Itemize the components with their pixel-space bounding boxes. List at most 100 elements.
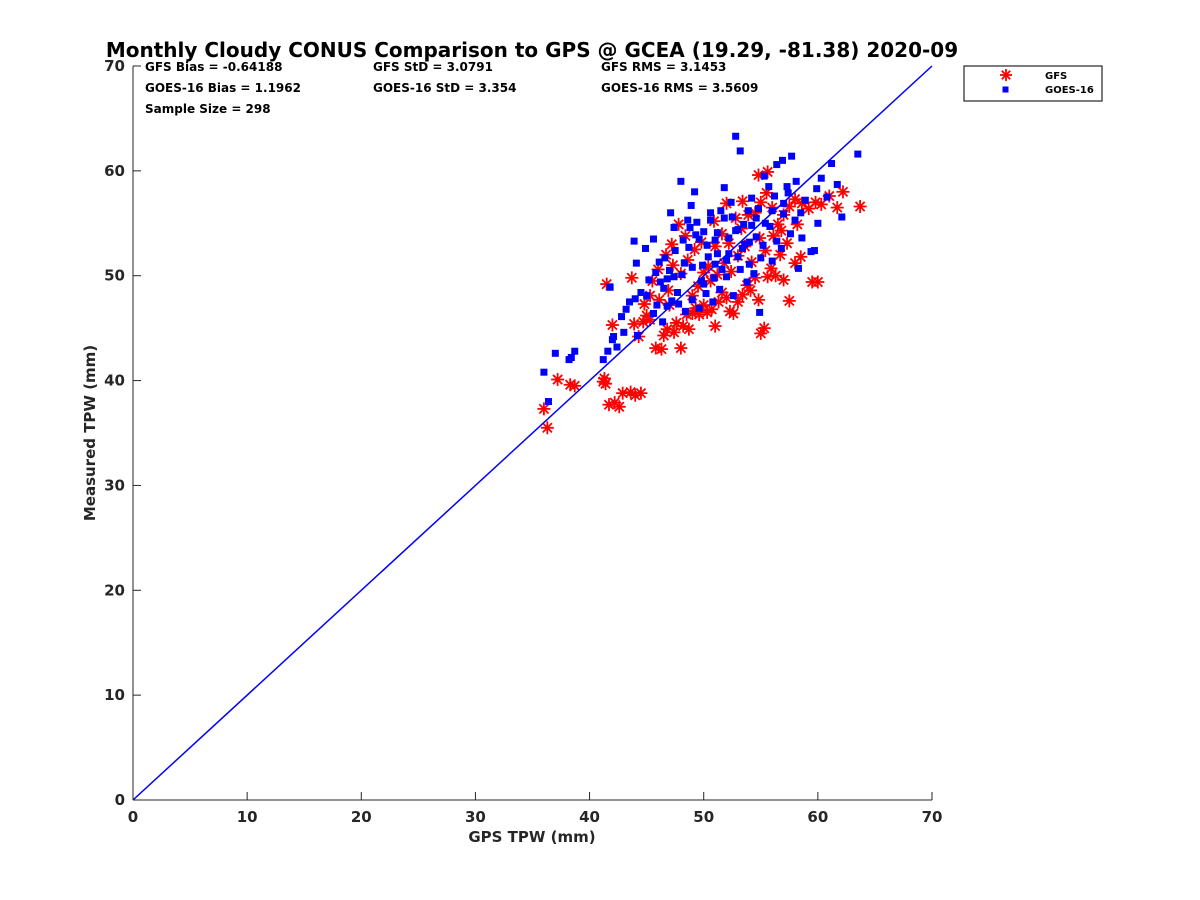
- goes-point: [660, 284, 668, 292]
- goes-point: [757, 254, 765, 262]
- goes-point: [814, 219, 822, 227]
- goes-point: [631, 295, 639, 303]
- goes-point: [739, 244, 747, 252]
- goes-point: [745, 238, 753, 246]
- legend-goes-label: GOES-16: [1045, 85, 1094, 96]
- goes-point: [551, 349, 559, 357]
- goes-point: [752, 233, 760, 241]
- x-tick-label: 40: [579, 808, 600, 826]
- y-tick-label: 10: [104, 686, 125, 704]
- gfs-point: [627, 317, 641, 331]
- goes-point: [540, 368, 548, 376]
- x-ticks: 0 10 20 30 40 50 60 70: [128, 792, 942, 826]
- goes-point: [707, 209, 715, 217]
- gfs-point: [605, 318, 619, 332]
- goes-point: [745, 260, 753, 268]
- goes-point: [613, 343, 621, 351]
- stat-goes-bias: GOES-16 Bias = 1.1962: [145, 81, 301, 95]
- series-gfs: [537, 165, 867, 435]
- goes-point: [634, 331, 642, 339]
- legend-gfs-marker: [1000, 69, 1012, 81]
- goes-point: [736, 147, 744, 155]
- goes-point: [854, 150, 862, 158]
- goes-point: [656, 278, 664, 286]
- goes-point: [571, 347, 579, 355]
- stat-gfs-bias: GFS Bias = -0.64188: [145, 60, 282, 74]
- goes-point: [608, 336, 616, 344]
- goes-point: [645, 276, 653, 284]
- goes-point: [677, 177, 685, 185]
- goes-point: [655, 258, 663, 266]
- goes-point: [618, 313, 626, 321]
- x-tick-label: 0: [128, 808, 138, 826]
- reference-line: [132, 65, 933, 801]
- goes-point: [688, 296, 696, 304]
- gfs-point: [682, 322, 696, 336]
- goes-point: [760, 172, 768, 180]
- gfs-point: [568, 379, 582, 393]
- goes-point: [632, 259, 640, 267]
- goes-point: [838, 213, 846, 221]
- goes-point: [777, 244, 785, 252]
- goes-point: [828, 160, 836, 168]
- chart-title: Monthly Cloudy CONUS Comparison to GPS @…: [106, 38, 958, 62]
- goes-point: [718, 265, 726, 273]
- goes-point: [755, 205, 763, 213]
- goes-point: [765, 183, 773, 191]
- goes-point: [813, 185, 821, 193]
- gfs-point: [830, 201, 844, 215]
- y-tick-label: 40: [104, 372, 125, 390]
- goes-point: [797, 209, 805, 217]
- gfs-point: [597, 371, 611, 385]
- goes-point: [711, 236, 719, 244]
- gfs-point: [836, 185, 850, 199]
- y-ticks: 0 10 20 30 40 50 60 70: [104, 57, 141, 809]
- goes-point: [688, 263, 696, 271]
- goes-point: [673, 288, 681, 296]
- goes-point: [780, 199, 788, 207]
- goes-point: [709, 298, 717, 306]
- y-tick-label: 0: [115, 791, 125, 809]
- gfs-point: [757, 321, 771, 335]
- goes-point: [734, 253, 742, 261]
- legend-gfs-asterisk: [1000, 69, 1012, 81]
- goes-point: [649, 235, 657, 243]
- goes-point: [652, 269, 660, 277]
- y-tick-label: 30: [104, 476, 125, 494]
- goes-point: [700, 228, 708, 236]
- goes-point: [791, 216, 799, 224]
- goes-point: [668, 297, 676, 305]
- goes-point: [750, 270, 758, 278]
- goes-point: [659, 318, 667, 326]
- goes-point: [667, 209, 675, 217]
- stat-goes-std: GOES-16 StD = 3.354: [373, 81, 516, 95]
- goes-point: [626, 298, 634, 306]
- legend-gfs-label: GFS: [1045, 71, 1067, 82]
- gfs-point: [809, 195, 823, 209]
- gfs-point: [602, 398, 616, 412]
- goes-point: [725, 234, 733, 242]
- goes-point: [702, 290, 710, 298]
- gfs-point: [612, 400, 626, 414]
- goes-point: [798, 234, 806, 242]
- goes-point: [693, 218, 701, 226]
- gfs-point: [774, 224, 788, 238]
- goes-point: [670, 273, 678, 281]
- stat-gfs-std: GFS StD = 3.0791: [373, 60, 493, 74]
- stat-gfs-rms: GFS RMS = 3.1453: [601, 60, 726, 74]
- gfs-point: [736, 194, 750, 208]
- legend-goes-marker: [1002, 86, 1009, 93]
- goes-point: [663, 302, 671, 310]
- goes-point: [681, 307, 689, 315]
- goes-point: [711, 260, 719, 268]
- goes-point: [643, 292, 651, 300]
- goes-point: [752, 214, 760, 222]
- goes-point: [780, 210, 788, 218]
- goes-point: [801, 196, 809, 204]
- goes-point: [700, 280, 708, 288]
- gfs-point: [674, 341, 688, 355]
- goes-point: [679, 236, 687, 244]
- goes-point: [703, 241, 711, 249]
- goes-point: [759, 241, 767, 249]
